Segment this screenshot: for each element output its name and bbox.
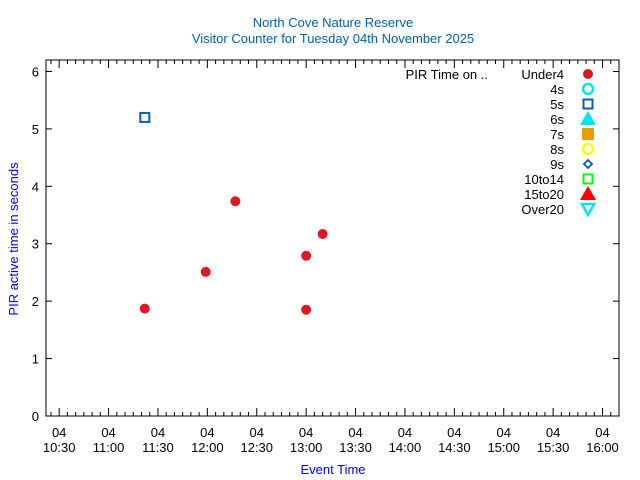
data-point-under4 <box>230 196 241 207</box>
legend-marker-7s <box>582 128 594 140</box>
y-tick-label: 0 <box>32 409 39 424</box>
legend-entry-label: 6s <box>550 112 564 127</box>
x-tick-label-time: 13:30 <box>339 440 372 455</box>
x-tick-label-time: 12:30 <box>240 440 273 455</box>
legend-entry-label: 10to14 <box>524 172 564 187</box>
legend-marker-4s <box>581 82 595 96</box>
legend-entry-label: 5s <box>550 97 564 112</box>
x-tick-label-time: 12:00 <box>191 440 224 455</box>
plot-frame <box>45 59 620 417</box>
data-point-under4 <box>139 303 150 314</box>
chart-subtitle: Visitor Counter for Tuesday 04th Novembe… <box>192 31 474 46</box>
legend: PIR Time on .. Under44s5s6s7s8s9s10to141… <box>406 67 597 218</box>
x-tick-label-day: 04 <box>398 425 412 440</box>
x-tick-label-time: 13:00 <box>290 440 323 455</box>
legend-marker-10to14 <box>582 173 594 185</box>
x-tick-label-day: 04 <box>250 425 264 440</box>
legend-marker-over20 <box>579 202 597 218</box>
x-tick-label-time: 15:30 <box>537 440 570 455</box>
x-axis-label: Event Time <box>300 462 365 477</box>
legend-entry-label: 9s <box>550 157 564 172</box>
legend-entry-label: 7s <box>550 127 564 142</box>
x-tick-label-day: 04 <box>101 425 115 440</box>
x-tick-label-time: 16:00 <box>586 440 619 455</box>
x-tick-label-time: 14:30 <box>438 440 471 455</box>
legend-marker-8s <box>581 142 595 156</box>
legend-marker-9s <box>582 158 594 170</box>
x-tick-label-time: 11:30 <box>142 440 174 455</box>
x-tick-label-day: 04 <box>348 425 362 440</box>
data-point-under4 <box>317 228 328 239</box>
y-tick-label: 3 <box>32 237 39 252</box>
y-tick-label: 4 <box>32 179 39 194</box>
legend-entry-label: Under4 <box>521 67 564 82</box>
legend-marker-15to20 <box>580 186 596 200</box>
chart-title: North Cove Nature Reserve <box>253 15 413 30</box>
data-point-5s <box>139 111 151 123</box>
x-tick-label-time: 14:00 <box>389 440 422 455</box>
legend-entry-label: 4s <box>550 82 564 97</box>
data-point-under4 <box>301 304 312 315</box>
y-tick-label: 1 <box>32 352 39 367</box>
legend-entry-label: Over20 <box>521 202 564 217</box>
data-points <box>139 111 328 315</box>
legend-marker-5s <box>582 98 594 110</box>
legend-title: PIR Time on .. <box>406 67 488 82</box>
legend-marker-under4 <box>583 69 593 79</box>
y-axis-label: PIR active time in seconds <box>6 162 21 316</box>
x-tick-label-time: 11:00 <box>93 440 125 455</box>
y-tick-label: 6 <box>32 64 39 79</box>
x-tick-label-time: 15:00 <box>487 440 520 455</box>
x-tick-label-day: 04 <box>52 425 66 440</box>
data-point-under4 <box>301 250 312 261</box>
data-point-under4 <box>200 266 211 277</box>
x-tick-label-day: 04 <box>299 425 313 440</box>
x-tick-label-day: 04 <box>151 425 165 440</box>
legend-entry-label: 8s <box>550 142 564 157</box>
y-tick-label: 5 <box>32 122 39 137</box>
x-tick-label-day: 04 <box>200 425 214 440</box>
y-tick-label: 2 <box>32 294 39 309</box>
legend-entry-label: 15to20 <box>524 187 564 202</box>
x-tick-label-day: 04 <box>447 425 461 440</box>
legend-marker-6s <box>580 111 596 125</box>
x-tick-label-day: 04 <box>497 425 511 440</box>
axes: 01234560410:300411:000411:300412:000412:… <box>32 60 620 455</box>
x-tick-label-day: 04 <box>546 425 560 440</box>
x-tick-label-time: 10:30 <box>43 440 76 455</box>
x-tick-label-day: 04 <box>595 425 609 440</box>
